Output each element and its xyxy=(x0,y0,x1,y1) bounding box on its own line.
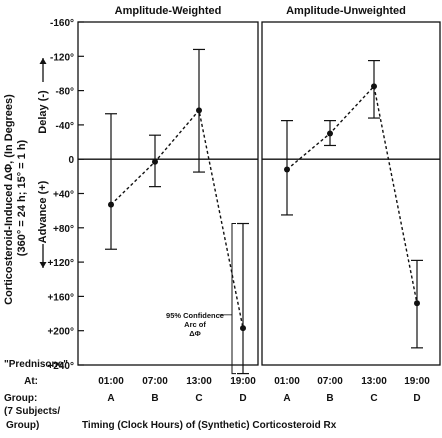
panel-title-weighted: Amplitude-Weighted xyxy=(115,5,222,17)
delay-arrow-head xyxy=(39,58,47,64)
y-direction-delay: Delay (-) xyxy=(37,90,49,134)
subjects-label: (7 Subjects/ xyxy=(4,406,60,417)
x-tick-label: 13:00 xyxy=(186,376,212,387)
data-point xyxy=(196,107,202,114)
group-label: Group: xyxy=(4,393,37,404)
x-tick-label: 19:00 xyxy=(404,376,430,387)
confidence-annotation-line: Arc of xyxy=(184,320,206,329)
y-axis-label: Corticosteroid-Induced ΔΦ, (In Degrees) … xyxy=(3,91,28,305)
data-point xyxy=(108,201,114,208)
group-label-value: B xyxy=(326,393,333,404)
y-tick-label: +160° xyxy=(47,292,74,303)
x-tick-label: 19:00 xyxy=(230,376,256,387)
group-label-value: C xyxy=(370,393,377,404)
y-tick-label: +200° xyxy=(47,327,74,338)
advance-arrow-head xyxy=(39,262,47,268)
data-point xyxy=(327,130,333,137)
y-tick-label: -80° xyxy=(56,87,74,98)
x-tick-label: 07:00 xyxy=(317,376,343,387)
data-point xyxy=(240,325,246,332)
data-point xyxy=(284,166,290,173)
series-line xyxy=(110,108,244,329)
y-tick-label: 0 xyxy=(68,155,74,166)
group-label-value: C xyxy=(195,393,202,404)
confidence-annotation-line: 95% Confidence xyxy=(166,311,224,320)
y-tick-label: +120° xyxy=(47,258,74,269)
y-tick-label: +240° xyxy=(47,361,74,372)
x-tick-label: 07:00 xyxy=(142,376,168,387)
data-point xyxy=(371,83,377,90)
y-direction-advance: Advance (+) xyxy=(37,180,49,243)
prednisone-label: "Prednisone" xyxy=(4,359,68,370)
x-tick-label: 13:00 xyxy=(361,376,387,387)
y-tick-label: -160° xyxy=(50,18,74,29)
group-label-value: A xyxy=(283,393,290,404)
at-label: At: xyxy=(24,376,38,387)
x-tick-label: 01:00 xyxy=(274,376,300,387)
confidence-bracket xyxy=(231,223,236,375)
y-axis-label-line2: (360° = 24 h; 15° = 1 h) xyxy=(16,139,28,256)
y-tick-label: -120° xyxy=(50,52,74,63)
y-axis-label-line1: Corticosteroid-Induced ΔΦ, (In Degrees) xyxy=(3,94,15,305)
panel-frame-2 xyxy=(261,21,441,366)
y-tick-label: +80° xyxy=(53,224,74,235)
confidence-annotation-line: ΔΦ xyxy=(189,329,201,338)
panel-title-unweighted: Amplitude-Unweighted xyxy=(286,5,406,17)
y-tick-label: +40° xyxy=(53,190,74,201)
data-point xyxy=(152,158,158,165)
x-tick-label: 01:00 xyxy=(98,376,124,387)
series-line xyxy=(286,84,418,304)
subjects-label-2: Group) xyxy=(6,420,39,431)
data-point xyxy=(414,300,420,307)
y-tick-label: -40° xyxy=(56,121,74,132)
group-label-value: A xyxy=(107,393,114,404)
group-label-value: D xyxy=(239,393,246,404)
x-axis-label: Timing (Clock Hours) of (Synthetic) Cort… xyxy=(82,420,337,431)
group-label-value: B xyxy=(151,393,158,404)
group-label-value: D xyxy=(413,393,420,404)
